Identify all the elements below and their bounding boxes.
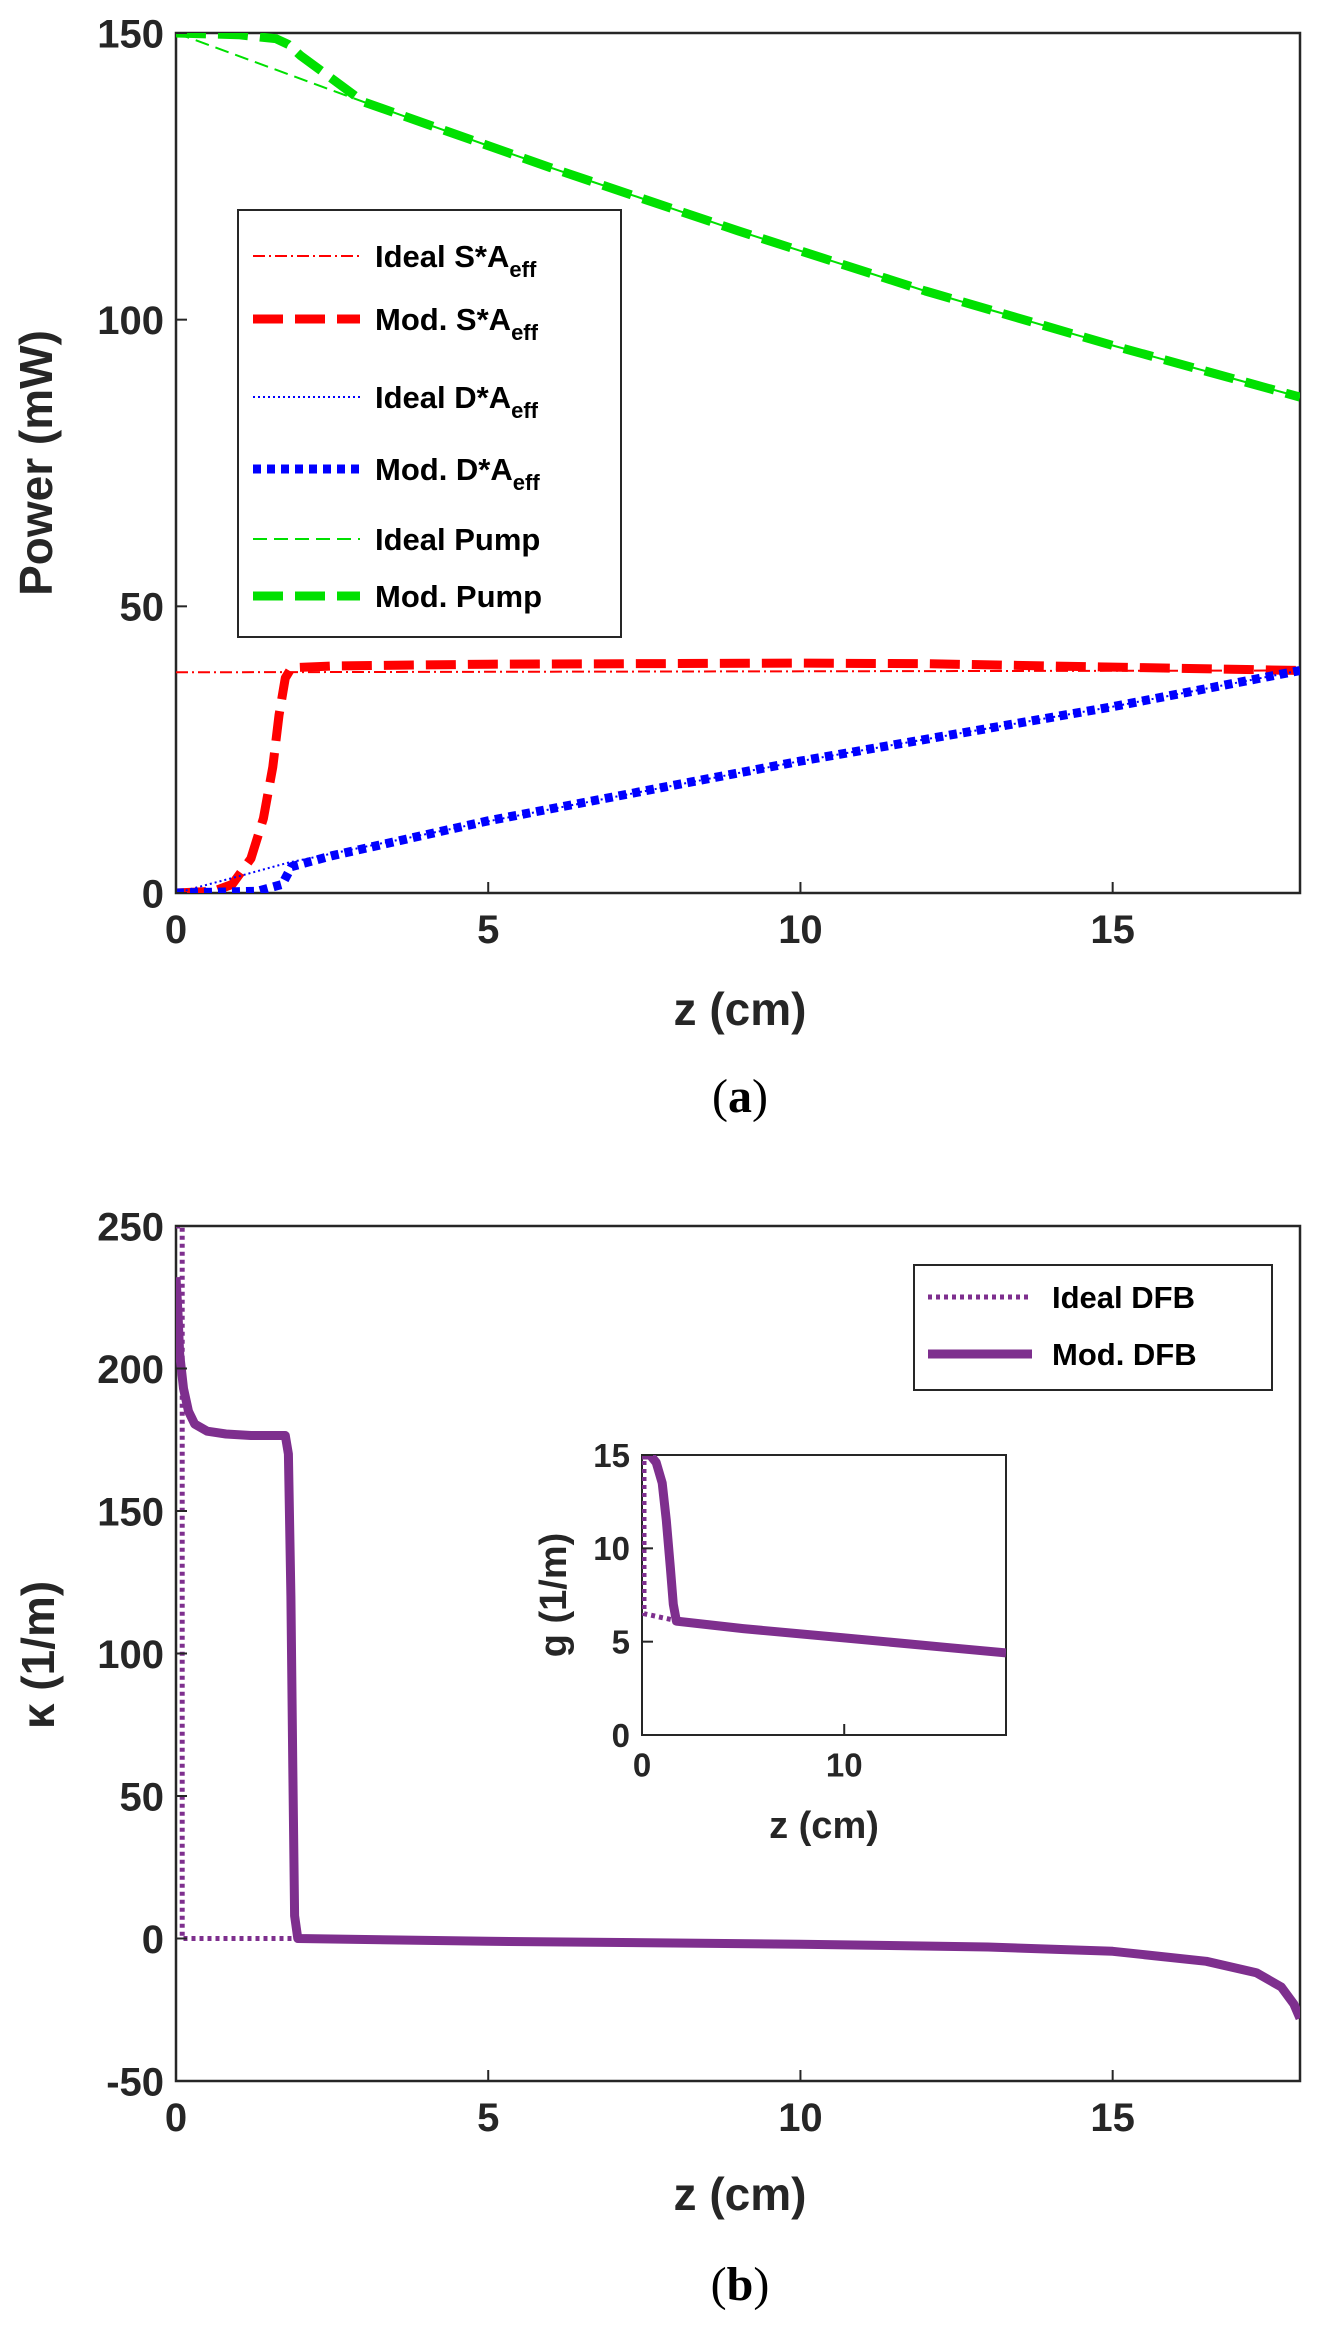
- panel-a-legend-box: [237, 209, 622, 638]
- panel-b-y-tick-label: 250: [97, 1205, 164, 1249]
- panel-a-y-tick-label: 150: [97, 12, 164, 56]
- inset-y-tick-label: 5: [612, 1624, 630, 1661]
- panel-b-y-tick-label: 50: [120, 1775, 165, 1819]
- panel-a-y-tick-label: 100: [97, 299, 164, 343]
- panel-a-y-tick-label: 0: [142, 872, 164, 916]
- panel-a-series-ideal-s-a-eff: [176, 669, 1300, 674]
- panel-b-x-tick-label: 5: [477, 2096, 499, 2140]
- legend-label-ideal-s: Ideal S*Aeff: [375, 239, 537, 282]
- panel-a-x-axis-label: z (cm): [674, 983, 807, 1035]
- inset-y-axis-label: g (1/m): [533, 1533, 575, 1658]
- inset-y-tick-label: 0: [612, 1717, 630, 1754]
- legend-label-mod-s: Mod. S*Aeff: [375, 302, 539, 345]
- legend-label-ideal-pump: Ideal Pump: [375, 522, 540, 557]
- panel-b-y-tick-label: 0: [142, 1918, 164, 1962]
- panel-a-series-mod-pump: [176, 33, 1300, 402]
- inset-x-tick-label: 0: [633, 1746, 651, 1783]
- panel-a-caption: (a): [712, 1070, 768, 1123]
- panel-a-x-tick-label: 15: [1090, 908, 1135, 952]
- panel-b-x-tick-label: 10: [778, 2096, 823, 2140]
- panel-b-y-tick-label: 100: [97, 1633, 164, 1677]
- legend-label-mod-dfb: Mod. DFB: [1052, 1337, 1197, 1372]
- inset-y-tick-label: 10: [593, 1530, 630, 1567]
- panel-a-series-layer: [176, 33, 1300, 893]
- panel-b-y-tick-label: 200: [97, 1348, 164, 1392]
- panel-a-x-tick-label: 5: [477, 908, 499, 952]
- panel-b-legend: Ideal DFB Mod. DFB: [913, 1264, 1273, 1391]
- panel-a-series-mod-s-a-eff: [176, 658, 1300, 893]
- panel-b-series-mod-dfb: [176, 1277, 1300, 2021]
- inset-series-mod-dfb: [642, 1455, 1006, 1658]
- panel-b-x-axis-label: z (cm): [674, 2168, 807, 2220]
- inset-series-ideal-dfb: [642, 1455, 679, 1624]
- inset-axes: 0 10 0 5 10 15: [593, 1437, 862, 1783]
- panel-b-caption: (b): [711, 2258, 770, 2311]
- panel-b-series-layer: [176, 1226, 1300, 2021]
- panel-a-y-axis-label: Power (mW): [10, 330, 62, 596]
- legend-label-mod-pump: Mod. Pump: [375, 579, 542, 614]
- panel-a-series-mod-d-a-eff: [176, 666, 1300, 893]
- legend-label-mod-d: Mod. D*Aeff: [375, 452, 540, 495]
- inset-series-layer: [642, 1455, 1006, 1658]
- panel-b-y-tick-label: 150: [97, 1490, 164, 1534]
- panel-b-legend-box: [913, 1264, 1273, 1391]
- legend-label-ideal-dfb: Ideal DFB: [1052, 1280, 1195, 1315]
- inset-x-tick-label: 10: [826, 1746, 863, 1783]
- inset-x-axis-label: z (cm): [769, 1805, 879, 1847]
- inset-plot-area: [641, 1454, 1007, 1736]
- legend-label-ideal-d: Ideal D*Aeff: [375, 380, 539, 423]
- panel-a-x-tick-label: 0: [165, 908, 187, 952]
- panel-b-y-tick-label: -50: [106, 2060, 164, 2104]
- panel-b-y-axis-label: κ (1/m): [12, 1581, 64, 1729]
- inset-y-tick-label: 15: [593, 1437, 630, 1474]
- panel-a-x-tick-label: 10: [778, 908, 823, 952]
- panel-b-inset: 0 10 0 5 10 15 z (cm) g (1/m): [533, 1437, 1007, 1847]
- panel-b-x-tick-label: 15: [1090, 2096, 1135, 2140]
- panel-a-legend: Ideal S*Aeff Mod. S*Aeff Ideal D*Aeff Mo…: [237, 209, 622, 638]
- panel-a-y-tick-label: 50: [120, 586, 165, 630]
- panel-b-x-tick-label: 0: [165, 2096, 187, 2140]
- panel-b-series-ideal-dfb: [176, 1226, 292, 1941]
